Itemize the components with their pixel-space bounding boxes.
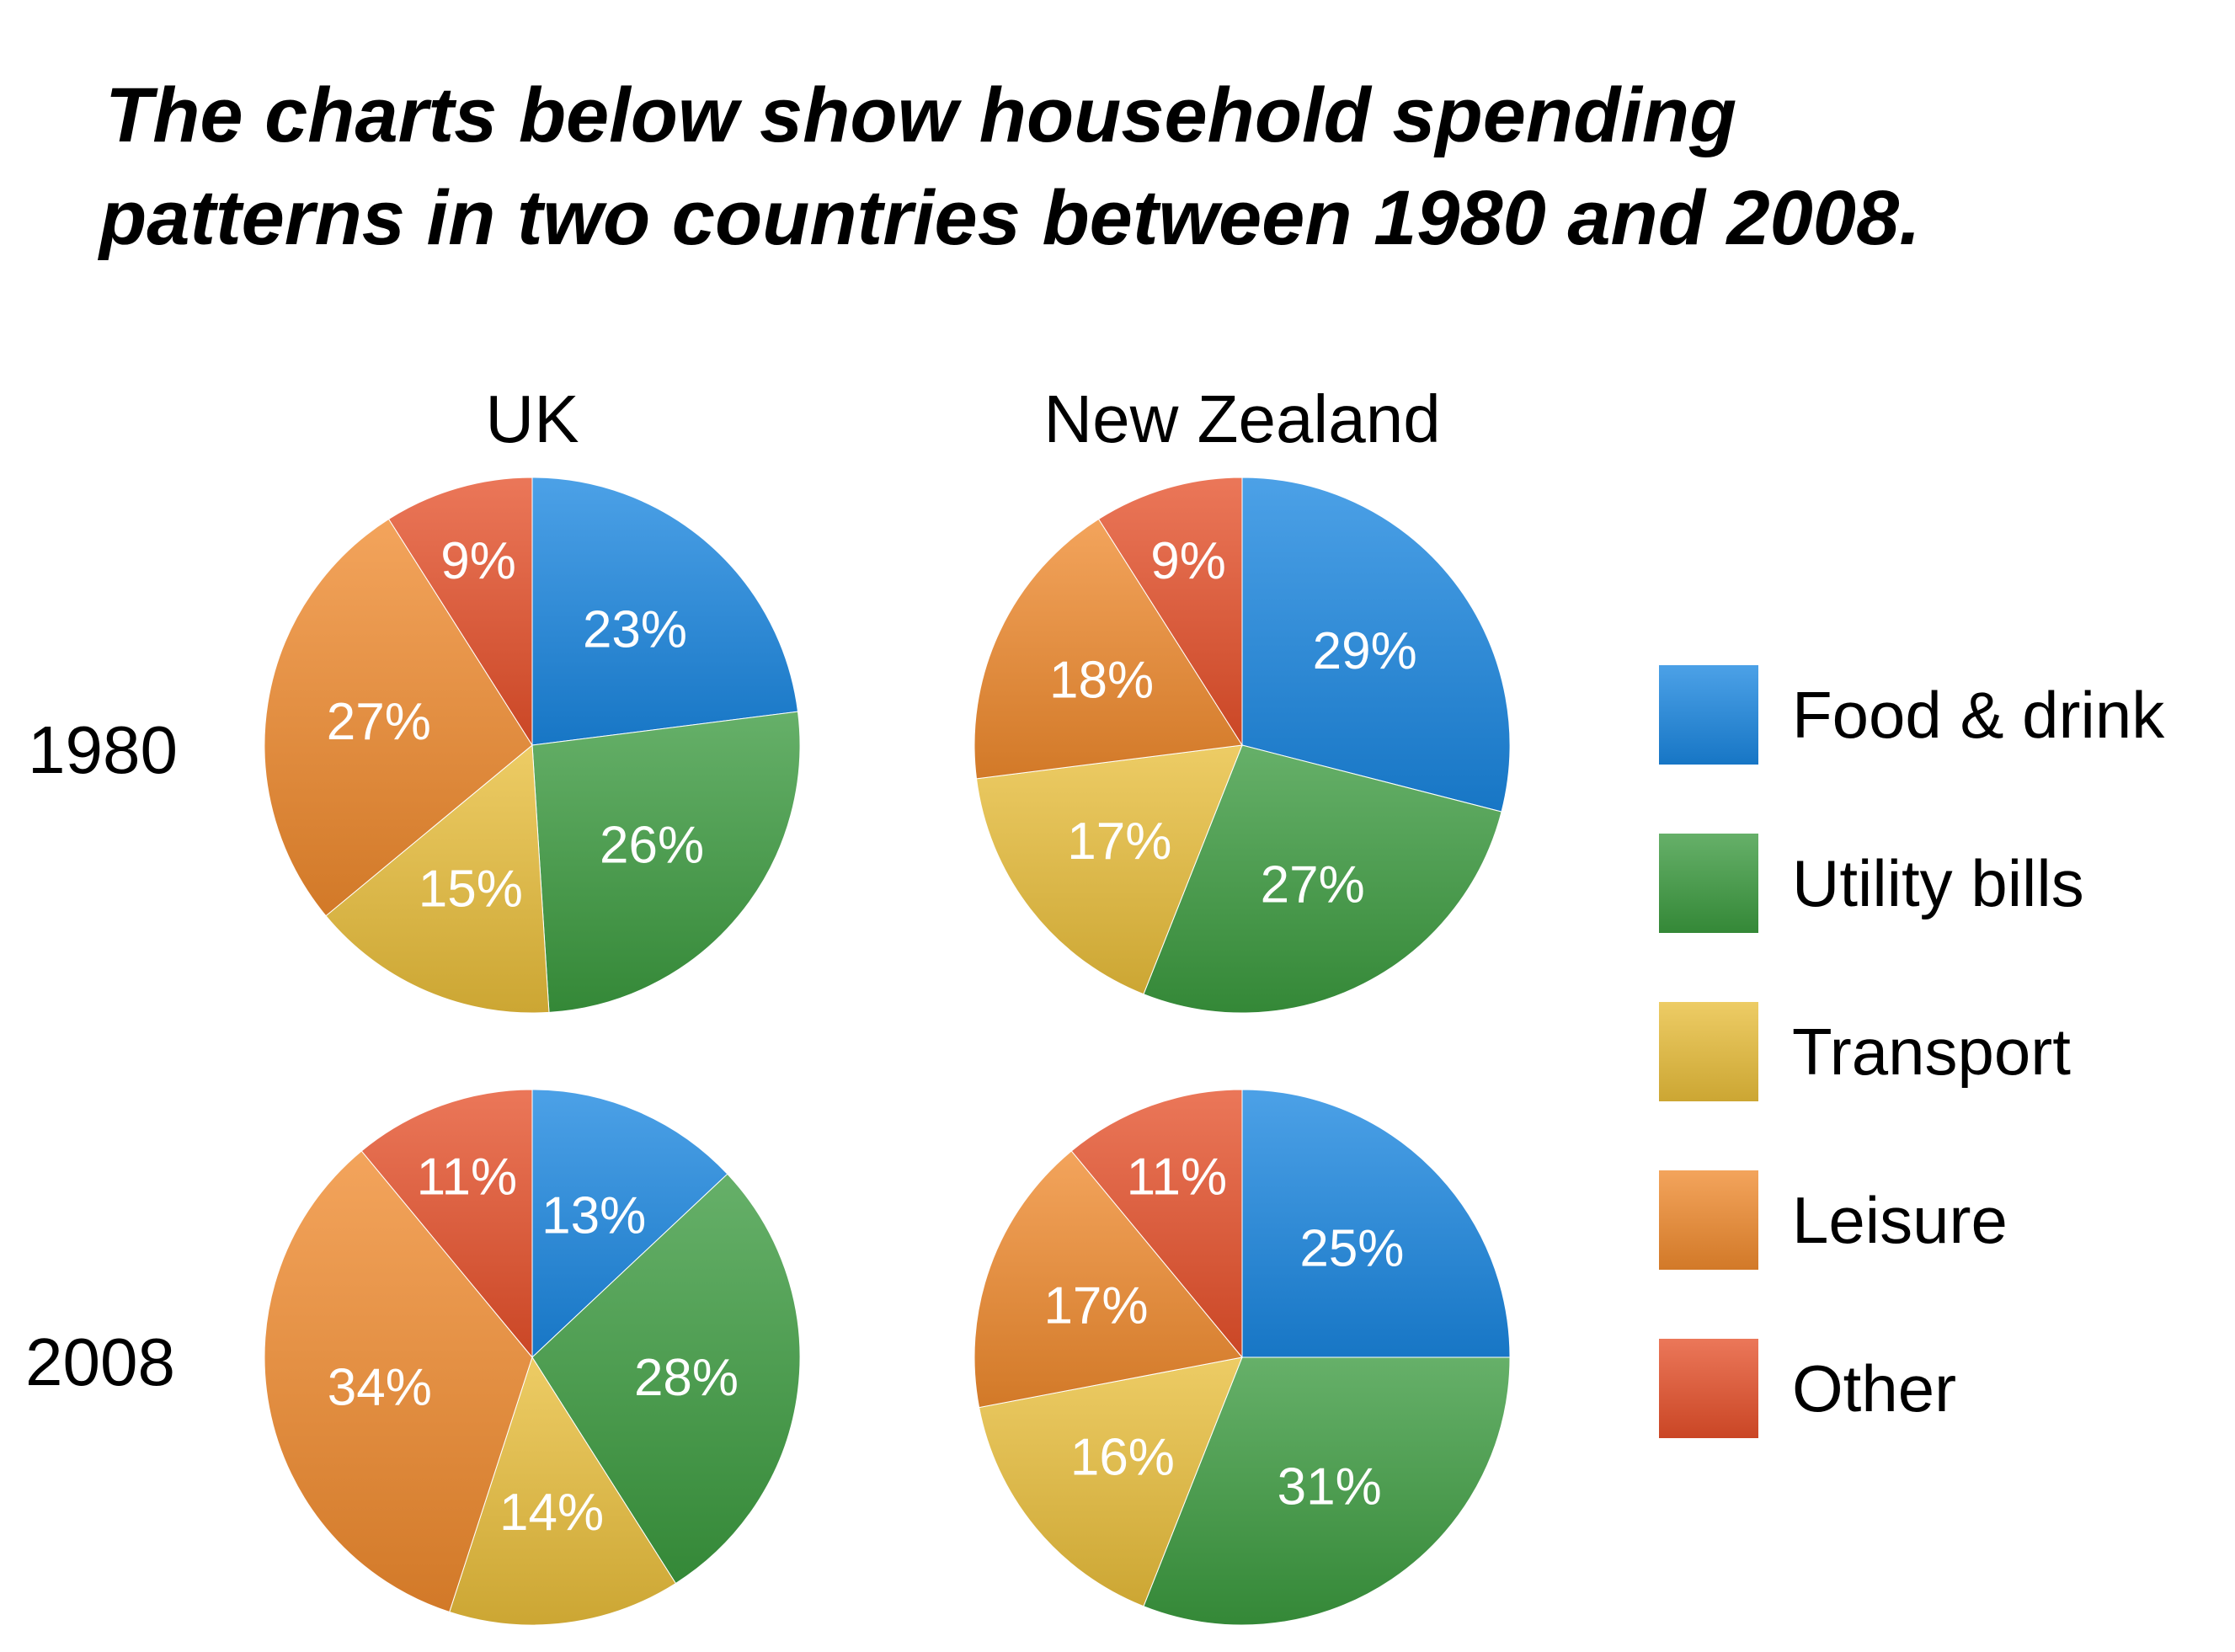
pie-new-zealand-1980-slice-leisure [973,518,1243,780]
pie-new-zealand-1980-slice-other [1097,477,1243,747]
pie-uk-2008-label-utility-bills: 28% [634,1349,739,1407]
pie-uk-1980: 23% 26% 15% 27% 9% [264,477,801,1014]
pie-uk-2008-label-other: 11% [417,1148,518,1207]
pie-new-zealand-2008: 25% 31% 16% 17% 11% [973,1089,1511,1626]
pie-new-zealand-2008-label-leisure: 17% [1043,1277,1148,1335]
chart-title-line-2: patterns in two countries between 1980 a… [97,175,1921,261]
chart-legend: Food & drink Utility bills Transport Leisur… [1659,665,2165,1438]
pie-new-zealand-1980-label-other: 9% [1150,532,1226,590]
pie-new-zealand-1980-slice-utility-bills [1143,744,1502,1014]
pie-uk-2008-label-food-and-drink: 13% [541,1187,646,1245]
pie-new-zealand-2008-slice-food-and-drink [1241,1089,1511,1358]
pie-uk-1980-slice-leisure [264,518,533,917]
pie-uk-2008-slice-transport [449,1356,677,1626]
pie-uk-1980-label-utility-bills: 26% [600,817,704,875]
legend-label-utility-bills: Utility bills [1792,846,2084,920]
pie-new-zealand-1980-slice-transport [975,744,1243,995]
pie-uk-1980-label-leisure: 27% [327,693,431,751]
pie-uk-1980-label-transport: 15% [419,860,523,918]
pie-new-zealand-2008-slice-utility-bills [1143,1356,1511,1626]
column-label-new-zealand: New Zealand [1043,381,1440,456]
chart-title-line-1: The charts below show household spending [105,72,1736,158]
pie-new-zealand-1980-label-food-and-drink: 29% [1313,622,1417,680]
legend-label-food-and-drink: Food & drink [1792,678,2165,752]
pie-uk-1980-label-food-and-drink: 23% [583,601,687,659]
pie-new-zealand-1980-label-leisure: 18% [1049,652,1154,710]
legend-label-other: Other [1792,1351,1956,1426]
pie-uk-1980-label-other: 9% [440,532,516,590]
pie-uk-1980-slice-other [387,477,533,747]
row-label-1980: 1980 [28,712,178,787]
pie-new-zealand-1980-slice-food-and-drink [1241,477,1511,813]
pie-uk-2008-label-leisure: 34% [328,1359,432,1417]
pie-new-zealand-1980-label-transport: 17% [1067,813,1171,871]
pie-uk-2008-slice-leisure [264,1150,533,1613]
pie-uk-2008: 13% 28% 14% 34% 11% [264,1089,801,1626]
pie-uk-1980-slice-food-and-drink [531,477,799,746]
legend-swatch-transport [1659,1002,1758,1101]
pie-charts: 23% 26% 15% 27% 9% 29% 27% 17% 18% 9% 13% 28% 14% 34%… [264,477,1511,1626]
column-label-uk: UK [485,381,579,456]
pie-new-zealand-2008-label-food-and-drink: 25% [1299,1220,1404,1278]
legend-label-leisure: Leisure [1792,1183,2008,1257]
legend-swatch-leisure [1659,1170,1758,1270]
pie-new-zealand-1980-label-utility-bills: 27% [1261,855,1365,914]
legend-swatch-food-and-drink [1659,665,1758,765]
pie-new-zealand-2008-slice-other [1070,1089,1243,1359]
pie-uk-2008-slice-other [360,1089,533,1359]
pie-new-zealand-2008-label-utility-bills: 31% [1278,1458,1382,1516]
pie-new-zealand-2008-slice-leisure [973,1150,1243,1409]
pie-new-zealand-2008-label-transport: 16% [1070,1429,1175,1487]
row-label-2008: 2008 [25,1324,175,1399]
pie-new-zealand-2008-label-other: 11% [1127,1148,1228,1207]
pie-uk-2008-slice-food-and-drink [531,1089,728,1359]
pie-uk-1980-slice-utility-bills [531,711,801,1013]
legend-swatch-other [1659,1339,1758,1438]
legend-swatch-utility-bills [1659,834,1758,933]
legend-label-transport: Transport [1792,1015,2071,1089]
pie-uk-2008-slice-utility-bills [531,1173,801,1585]
pie-uk-1980-slice-transport [325,743,550,1014]
pie-new-zealand-1980: 29% 27% 17% 18% 9% [973,477,1511,1014]
pie-new-zealand-2008-slice-transport [979,1356,1243,1607]
pie-uk-2008-label-transport: 14% [499,1484,604,1542]
